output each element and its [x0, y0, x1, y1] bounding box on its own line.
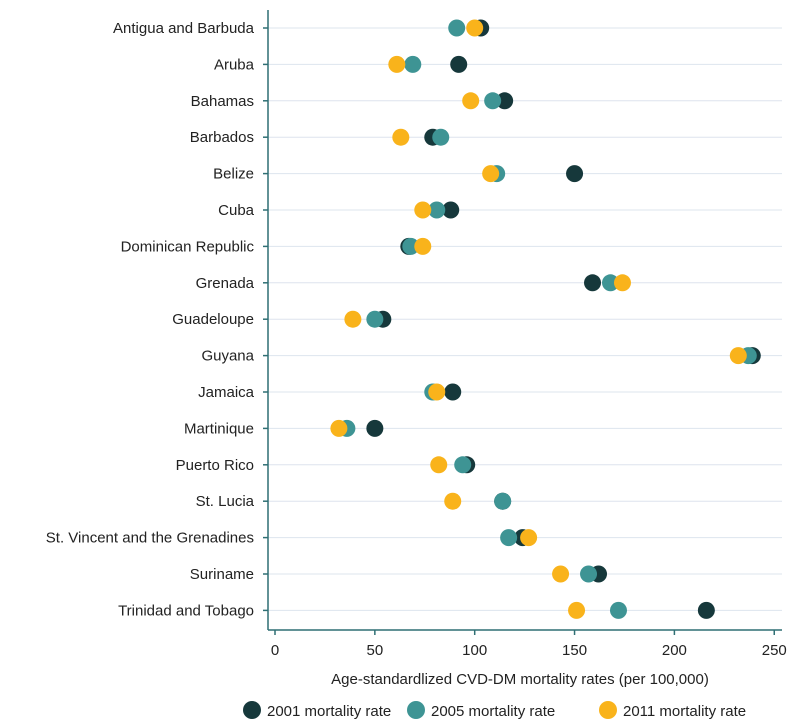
category-label: Guadeloupe: [172, 311, 254, 328]
data-point-2011: [428, 383, 446, 401]
x-tick-label: 150: [562, 642, 587, 659]
x-tick-label: 100: [462, 642, 487, 659]
category-label: Dominican Republic: [121, 238, 255, 255]
data-point-2001: [697, 601, 715, 619]
category-label: Aruba: [214, 56, 255, 73]
data-point-2011: [444, 492, 462, 510]
data-point-2005: [601, 274, 619, 292]
data-point-2005: [432, 128, 450, 146]
category-label: Barbados: [190, 129, 254, 146]
legend-swatch: [243, 701, 261, 719]
data-point-2005: [484, 92, 502, 110]
data-point-2005: [580, 565, 598, 583]
legend-label: 2001 mortality rate: [267, 703, 391, 720]
data-point-2011: [388, 55, 406, 73]
x-tick-label: 0: [271, 642, 279, 659]
legend: 2001 mortality rate 2005 mortality rate 20…: [243, 701, 746, 720]
data-point-2011: [414, 237, 432, 255]
data-point-2005: [448, 19, 466, 37]
category-label: Grenada: [196, 275, 255, 292]
legend-label: 2011 mortality rate: [623, 703, 746, 720]
category-labels: Antigua and Barbuda Aruba Bahamas Barbados B…: [46, 20, 255, 619]
data-points: [330, 19, 761, 619]
data-point-2005: [454, 456, 472, 474]
data-point-2005: [494, 492, 512, 510]
x-tick-label: 200: [662, 642, 687, 659]
data-point-2001: [496, 92, 514, 110]
x-axis-title: Age-standardlized CVD-DM mortality rates…: [331, 671, 709, 688]
legend-label: 2005 mortality rate: [431, 703, 555, 720]
data-point-2011: [344, 310, 362, 328]
data-point-2011: [568, 601, 586, 619]
data-point-2001: [444, 383, 462, 401]
data-point-2011: [330, 419, 348, 437]
category-label: Guyana: [201, 348, 254, 365]
data-point-2011: [482, 165, 500, 183]
data-point-2005: [402, 237, 420, 255]
category-label: Puerto Rico: [176, 457, 254, 474]
data-point-2001: [366, 419, 384, 437]
axes: [263, 10, 782, 635]
category-label: Belize: [213, 166, 254, 183]
data-point-2011: [729, 347, 747, 365]
x-tick-label: 250: [762, 642, 787, 659]
data-point-2005: [404, 55, 422, 73]
data-point-2001: [566, 165, 584, 183]
data-point-2011: [430, 456, 448, 474]
x-tick-label: 50: [367, 642, 384, 659]
category-label: Suriname: [190, 566, 254, 583]
data-point-2011: [552, 565, 570, 583]
category-label: Antigua and Barbuda: [113, 20, 255, 37]
data-point-2001: [442, 201, 460, 219]
data-point-2011: [462, 92, 480, 110]
legend-swatch: [599, 701, 617, 719]
data-point-2005: [609, 601, 627, 619]
data-point-2001: [450, 55, 468, 73]
data-point-2011: [392, 128, 410, 146]
legend-swatch: [407, 701, 425, 719]
data-point-2005: [428, 201, 446, 219]
category-label: Jamaica: [198, 384, 255, 401]
data-point-2005: [500, 529, 518, 547]
data-point-2011: [613, 274, 631, 292]
data-point-2011: [466, 19, 484, 37]
data-point-2001: [584, 274, 602, 292]
category-label: Trinidad and Tobago: [118, 602, 254, 619]
category-label: Martinique: [184, 420, 254, 437]
category-label: St. Lucia: [196, 493, 255, 510]
data-point-2011: [520, 529, 538, 547]
category-label: Cuba: [218, 202, 255, 219]
category-label: St. Vincent and the Grenadines: [46, 530, 254, 547]
data-point-2005: [366, 310, 384, 328]
x-tick-labels: 0 50 100 150 200 250: [271, 642, 787, 659]
data-point-2011: [414, 201, 432, 219]
category-label: Bahamas: [191, 93, 254, 110]
